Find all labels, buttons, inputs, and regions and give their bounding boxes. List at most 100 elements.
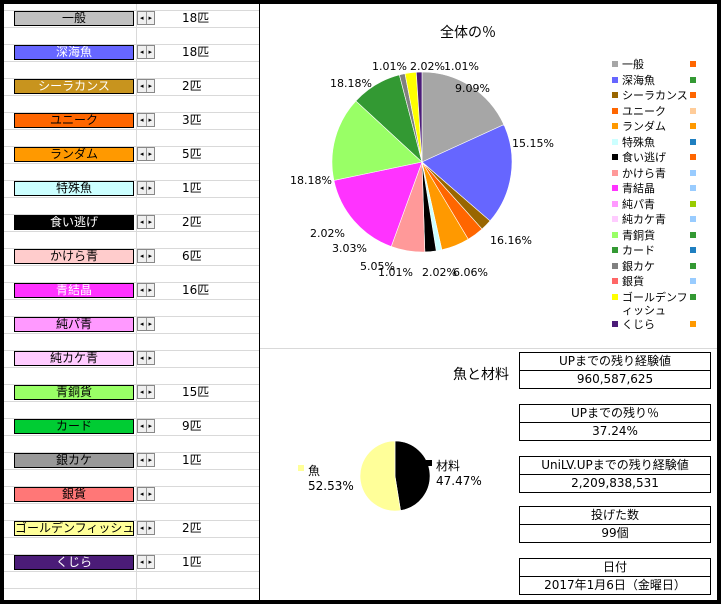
item-label: ランダム xyxy=(14,147,134,162)
gridline xyxy=(4,469,259,470)
gridline xyxy=(4,95,259,96)
count-spinner[interactable]: ◂ ▸ xyxy=(137,453,155,467)
count-spinner[interactable]: ◂ ▸ xyxy=(137,79,155,93)
count-spinner[interactable]: ◂ ▸ xyxy=(137,283,155,297)
spin-down-icon[interactable]: ◂ xyxy=(138,318,147,330)
spin-up-icon[interactable]: ▸ xyxy=(148,252,152,260)
pie-data-label: 2.02% xyxy=(310,227,345,240)
legend-marker xyxy=(690,231,696,238)
legend-label: くじら xyxy=(622,318,655,331)
spin-down-icon[interactable]: ◂ xyxy=(138,80,147,92)
spin-up-icon[interactable]: ▸ xyxy=(148,48,152,56)
item-row: 銀カケ ◂ ▸ 1匹 xyxy=(4,452,259,469)
legend-label: かけら青 xyxy=(622,166,666,180)
legend-label: ランダム xyxy=(622,120,666,133)
count-spinner[interactable]: ◂ ▸ xyxy=(137,11,155,25)
pie-data-label: 2.02% xyxy=(410,60,445,73)
gridline xyxy=(4,27,259,28)
item-count: 6匹 xyxy=(182,249,202,263)
item-row: かけら青 ◂ ▸ 6匹 xyxy=(4,248,259,265)
legend-label: ゴールデンフィッシュ xyxy=(622,290,688,317)
count-spinner[interactable]: ◂ ▸ xyxy=(137,555,155,569)
spin-up-icon[interactable]: ▸ xyxy=(148,286,152,294)
spin-down-icon[interactable]: ◂ xyxy=(138,182,147,194)
item-label: かけら青 xyxy=(14,249,134,264)
spin-down-icon[interactable]: ◂ xyxy=(138,556,147,568)
item-label: 特殊魚 xyxy=(14,181,134,196)
spin-down-icon[interactable]: ◂ xyxy=(138,284,147,296)
pie-slice xyxy=(394,440,431,511)
spin-down-icon[interactable]: ◂ xyxy=(138,522,147,534)
spin-up-icon[interactable]: ▸ xyxy=(148,184,152,192)
item-label: 銀貨 xyxy=(14,487,134,502)
spin-up-icon[interactable]: ▸ xyxy=(148,354,152,362)
legend-swatch xyxy=(612,154,618,160)
overall-pie-chart: 全体の％ 18.18% 18.18% 2.02% 3.03% 5.05% 1.01% 2.0… xyxy=(260,12,717,342)
count-spinner[interactable]: ◂ ▸ xyxy=(137,351,155,365)
count-spinner[interactable]: ◂ ▸ xyxy=(137,147,155,161)
spin-up-icon[interactable]: ▸ xyxy=(148,218,152,226)
spin-up-icon[interactable]: ▸ xyxy=(148,150,152,158)
spin-up-icon[interactable]: ▸ xyxy=(148,82,152,90)
count-spinner[interactable]: ◂ ▸ xyxy=(137,215,155,229)
item-label: 一般 xyxy=(14,11,134,26)
spin-down-icon[interactable]: ◂ xyxy=(138,420,147,432)
gridline xyxy=(4,554,259,555)
item-count: 1匹 xyxy=(182,453,202,467)
gridline xyxy=(4,333,259,334)
gridline xyxy=(4,265,259,266)
spin-up-icon[interactable]: ▸ xyxy=(148,14,152,22)
gridline xyxy=(4,78,259,79)
pie-data-label: 1.01% xyxy=(378,266,413,279)
item-label: 深海魚 xyxy=(14,45,134,60)
spin-down-icon[interactable]: ◂ xyxy=(138,114,147,126)
spin-down-icon[interactable]: ◂ xyxy=(138,148,147,160)
pie-data-label: 3.03% xyxy=(332,242,367,255)
spin-down-icon[interactable]: ◂ xyxy=(138,216,147,228)
count-spinner[interactable]: ◂ ▸ xyxy=(137,521,155,535)
pie-data-label: 材料 47.47% xyxy=(436,457,482,488)
gridline xyxy=(4,520,259,521)
count-spinner[interactable]: ◂ ▸ xyxy=(137,487,155,501)
item-label: ユニーク xyxy=(14,113,134,128)
count-spinner[interactable]: ◂ ▸ xyxy=(137,385,155,399)
spin-up-icon[interactable]: ▸ xyxy=(148,558,152,566)
legend-swatch xyxy=(612,293,618,300)
count-spinner[interactable]: ◂ ▸ xyxy=(137,181,155,195)
gridline xyxy=(4,401,259,402)
spin-down-icon[interactable]: ◂ xyxy=(138,386,147,398)
spin-up-icon[interactable]: ▸ xyxy=(148,116,152,124)
legend-marker xyxy=(690,262,696,269)
legend-swatch xyxy=(612,123,618,129)
spin-up-icon[interactable]: ▸ xyxy=(148,388,152,396)
chart-title: 全体の％ xyxy=(440,25,496,41)
legend-swatch xyxy=(612,61,618,67)
count-spinner[interactable]: ◂ ▸ xyxy=(137,317,155,331)
spin-up-icon[interactable]: ▸ xyxy=(148,422,152,430)
gridline xyxy=(4,248,259,249)
spin-down-icon[interactable]: ◂ xyxy=(138,12,147,24)
count-spinner[interactable]: ◂ ▸ xyxy=(137,113,155,127)
legend-marker xyxy=(690,92,696,98)
spin-down-icon[interactable]: ◂ xyxy=(138,488,147,500)
pie-data-label: 15.15% xyxy=(512,137,554,150)
spin-down-icon[interactable]: ◂ xyxy=(138,46,147,58)
gridline xyxy=(4,231,259,232)
spin-down-icon[interactable]: ◂ xyxy=(138,352,147,364)
spin-down-icon[interactable]: ◂ xyxy=(138,250,147,262)
spin-down-icon[interactable]: ◂ xyxy=(138,454,147,466)
gridline xyxy=(4,316,259,317)
count-spinner[interactable]: ◂ ▸ xyxy=(137,45,155,59)
spin-up-icon[interactable]: ▸ xyxy=(148,456,152,464)
legend-marker xyxy=(690,61,696,67)
spin-up-icon[interactable]: ▸ xyxy=(148,320,152,328)
info-label: UPまでの残り経験値 xyxy=(520,353,710,371)
gridline xyxy=(4,452,259,453)
spin-up-icon[interactable]: ▸ xyxy=(148,524,152,532)
count-spinner[interactable]: ◂ ▸ xyxy=(137,419,155,433)
item-label: シーラカンス xyxy=(14,79,134,94)
spin-up-icon[interactable]: ▸ xyxy=(148,490,152,498)
item-row: くじら ◂ ▸ 1匹 xyxy=(4,554,259,571)
count-spinner[interactable]: ◂ ▸ xyxy=(137,249,155,263)
pie-data-label: 16.16% xyxy=(490,234,532,247)
